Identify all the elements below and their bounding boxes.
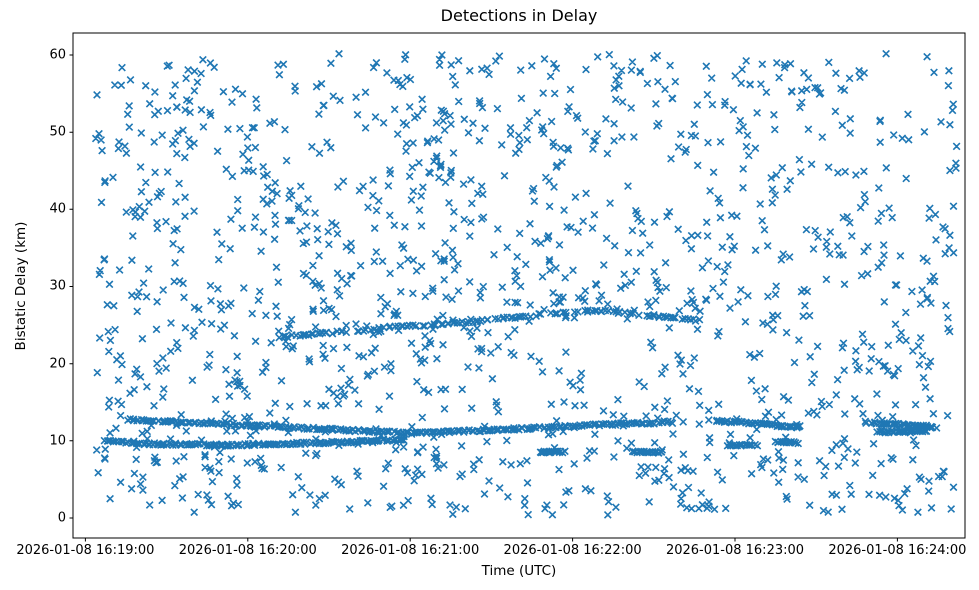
y-tick-label: 0: [57, 510, 66, 526]
y-axis-label: Bistatic Delay (km): [13, 221, 29, 351]
y-tick-label: 60: [49, 47, 66, 63]
y-tick-label: 20: [49, 356, 66, 372]
x-tick-label: 2026-01-08 16:24:00: [828, 543, 967, 558]
x-tick-label: 2026-01-08 16:23:00: [665, 543, 805, 558]
chart-title: Detections in Delay: [440, 6, 598, 25]
y-tick-label: 40: [49, 201, 66, 217]
scatter-markers: [91, 49, 961, 519]
x-tick-label: 2026-01-08 16:19:00: [16, 543, 155, 558]
y-tick-label: 30: [49, 278, 66, 294]
plot-area-border: [72, 32, 966, 539]
x-tick-label: 2026-01-08 16:20:00: [178, 543, 317, 558]
x-axis-label: Time (UTC): [481, 563, 557, 579]
y-tick-label: 10: [49, 433, 66, 449]
x-tick-label: 2026-01-08 16:22:00: [503, 543, 642, 558]
tick-marks: [69, 54, 898, 542]
y-tick-label: 50: [49, 124, 66, 140]
x-tick-label: 2026-01-08 16:21:00: [341, 543, 480, 558]
